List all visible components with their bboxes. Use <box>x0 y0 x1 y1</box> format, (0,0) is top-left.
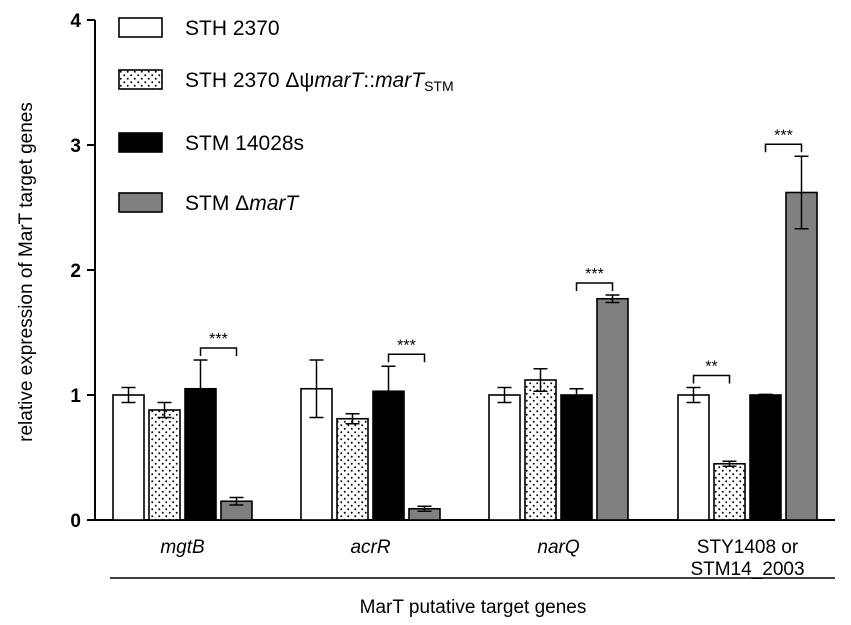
bar-s1-c3 <box>713 462 746 521</box>
significance-label-2: *** <box>585 266 604 283</box>
bar-s1-c0 <box>148 409 181 521</box>
y-tick-label-2: 2 <box>70 261 81 282</box>
legend-label-2: STM 14028s <box>185 132 304 155</box>
y-tick-label-3: 3 <box>70 136 81 157</box>
significance-label-1: *** <box>397 337 416 354</box>
error-bars <box>121 155 809 512</box>
bar-s2-c3 <box>749 394 782 521</box>
bar-s2-c2 <box>560 394 593 521</box>
y-tick-label-1: 1 <box>70 386 81 407</box>
category-label-0-0: mgtB <box>160 537 205 558</box>
bar-s0-c2 <box>488 394 521 521</box>
bar-s1-c1 <box>336 417 369 521</box>
significance-label-3: ** <box>705 359 717 376</box>
significance-bracket-0 <box>199 347 238 356</box>
significance-bracket-3 <box>692 374 731 384</box>
bar-s3-c2 <box>596 297 629 521</box>
bar-s3-c3 <box>785 191 818 521</box>
significance-bracket-4 <box>764 143 803 153</box>
significance-bracket-2 <box>575 282 614 291</box>
y-tick-label-0: 0 <box>70 511 81 532</box>
significance-label-0: *** <box>209 331 228 348</box>
bar-s0-c0 <box>112 394 145 521</box>
y-axis-label: relative expression of MarT target genes <box>16 102 37 442</box>
significance-brackets: *** *********** <box>199 127 803 384</box>
significance-label-4: *** <box>774 127 793 144</box>
legend-label-0: STH 2370 <box>185 17 280 40</box>
bars <box>112 191 818 521</box>
significance-bracket-1 <box>387 353 426 363</box>
x-axis-label: MarT putative target genes <box>360 597 587 618</box>
category-label-3-0: STY1408 or <box>697 537 799 558</box>
y-tick-label-4: 4 <box>70 11 81 32</box>
category-label-2-0: narQ <box>537 537 579 558</box>
legend-label-3: STM ΔmarT <box>185 192 300 215</box>
legend-swatch-1 <box>118 69 163 90</box>
category-label-3-1: STM14_2003 <box>690 559 804 580</box>
category-label-1-0: acrR <box>350 537 390 558</box>
legend-swatch-0 <box>118 17 163 38</box>
legend-label-1: STH 2370 ΔψmarT::marTSTM <box>185 69 454 94</box>
legend-swatch-2 <box>118 132 163 153</box>
legend-swatch-3 <box>118 192 163 213</box>
bar-s1-c2 <box>524 379 557 521</box>
bar-s0-c3 <box>677 394 710 521</box>
